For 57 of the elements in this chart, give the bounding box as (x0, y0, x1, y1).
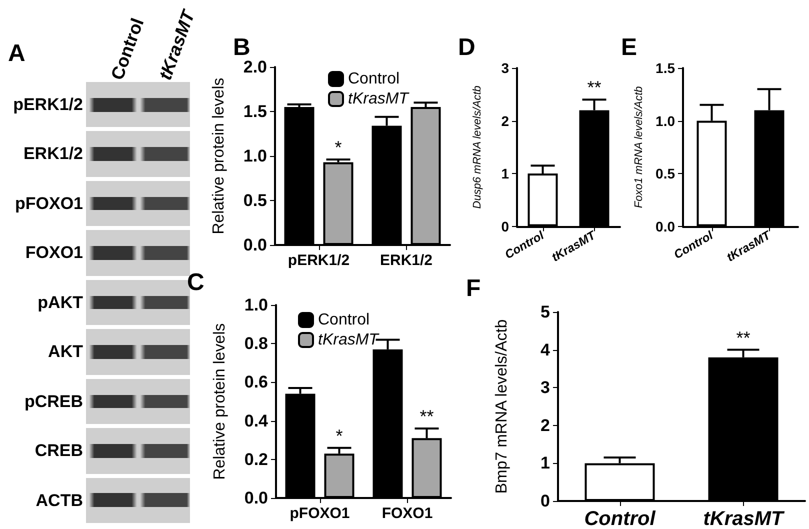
category-label: pCREB (24, 390, 83, 413)
y-tick-label: 1.0 (243, 146, 267, 166)
x-tick-label: FOXO1 (382, 505, 433, 522)
y-tick-label: 4 (540, 340, 551, 360)
y-tick-label: 1.0 (656, 112, 676, 129)
text: A (8, 40, 26, 68)
y-tick-label: 1 (540, 454, 550, 473)
x-tick-label: Control (584, 508, 656, 529)
chart-title: D (458, 34, 476, 62)
y-tick-label: 0.6 (244, 372, 268, 392)
chart-title: C (187, 269, 204, 297)
y-tick-label: 2 (540, 416, 550, 435)
y-tick-label: 0.0 (243, 236, 267, 254)
category-label: ACTB (36, 490, 83, 512)
y-tick-label: 0.5 (656, 166, 676, 182)
legend-label: tKrasMT (318, 332, 380, 348)
annotation: ** (736, 328, 750, 348)
y-tick-label: 0 (540, 492, 550, 510)
y-axis-title: Foxo1 mRNA levels/Actb (633, 86, 646, 208)
y-tick-label: 3 (501, 60, 510, 76)
y-axis-title: Relative protein levels (212, 323, 228, 480)
category-label: pFOXO1 (14, 192, 83, 215)
legend-label: Control (318, 312, 370, 328)
y-tick-label: 1.5 (243, 102, 267, 121)
y-tick-label: 0.0 (244, 488, 268, 508)
category-label: pERK1/2 (13, 94, 83, 116)
x-tick-label: ERK1/2 (380, 252, 433, 269)
y-tick-label: 0.0 (656, 218, 676, 234)
y-tick-label: 0.2 (244, 450, 268, 469)
x-tick-label: pFOXO1 (290, 505, 350, 522)
y-tick-label: 2 (501, 112, 510, 129)
category-label: pAKT (38, 292, 83, 314)
y-axis-title: Bmp7 mRNA levels/Actb (494, 319, 510, 494)
legend-label: Control (348, 70, 400, 88)
category-label: AKT (48, 341, 83, 364)
legend-label: tKrasMT (348, 90, 410, 108)
y-tick-label: 0 (501, 218, 510, 234)
category-label: CREB (34, 440, 83, 462)
x-tick-label: tKrasMT (703, 508, 786, 529)
annotation: * (334, 138, 342, 158)
chart-title: F (466, 275, 481, 303)
y-tick-label: 0.8 (244, 334, 268, 354)
y-tick-label: 3 (540, 378, 550, 398)
y-axis-title: Relative protein levels (210, 78, 228, 234)
annotation: ** (587, 78, 602, 98)
y-tick-label: 5 (540, 302, 550, 322)
category-label: ERK1/2 (23, 143, 83, 166)
y-axis-title: Dusp6 mRNA levels/Actb (472, 86, 484, 209)
y-tick-label: 1 (501, 166, 510, 182)
y-tick-label: 1.0 (244, 296, 268, 314)
y-tick-label: 1.5 (656, 60, 676, 76)
chart-title: E (621, 34, 638, 62)
annotation: * (336, 426, 343, 446)
x-tick-label: pERK1/2 (288, 252, 350, 269)
y-tick-label: 0.4 (244, 411, 269, 430)
annotation: ** (420, 406, 434, 427)
y-tick-label: 0.5 (243, 191, 267, 210)
